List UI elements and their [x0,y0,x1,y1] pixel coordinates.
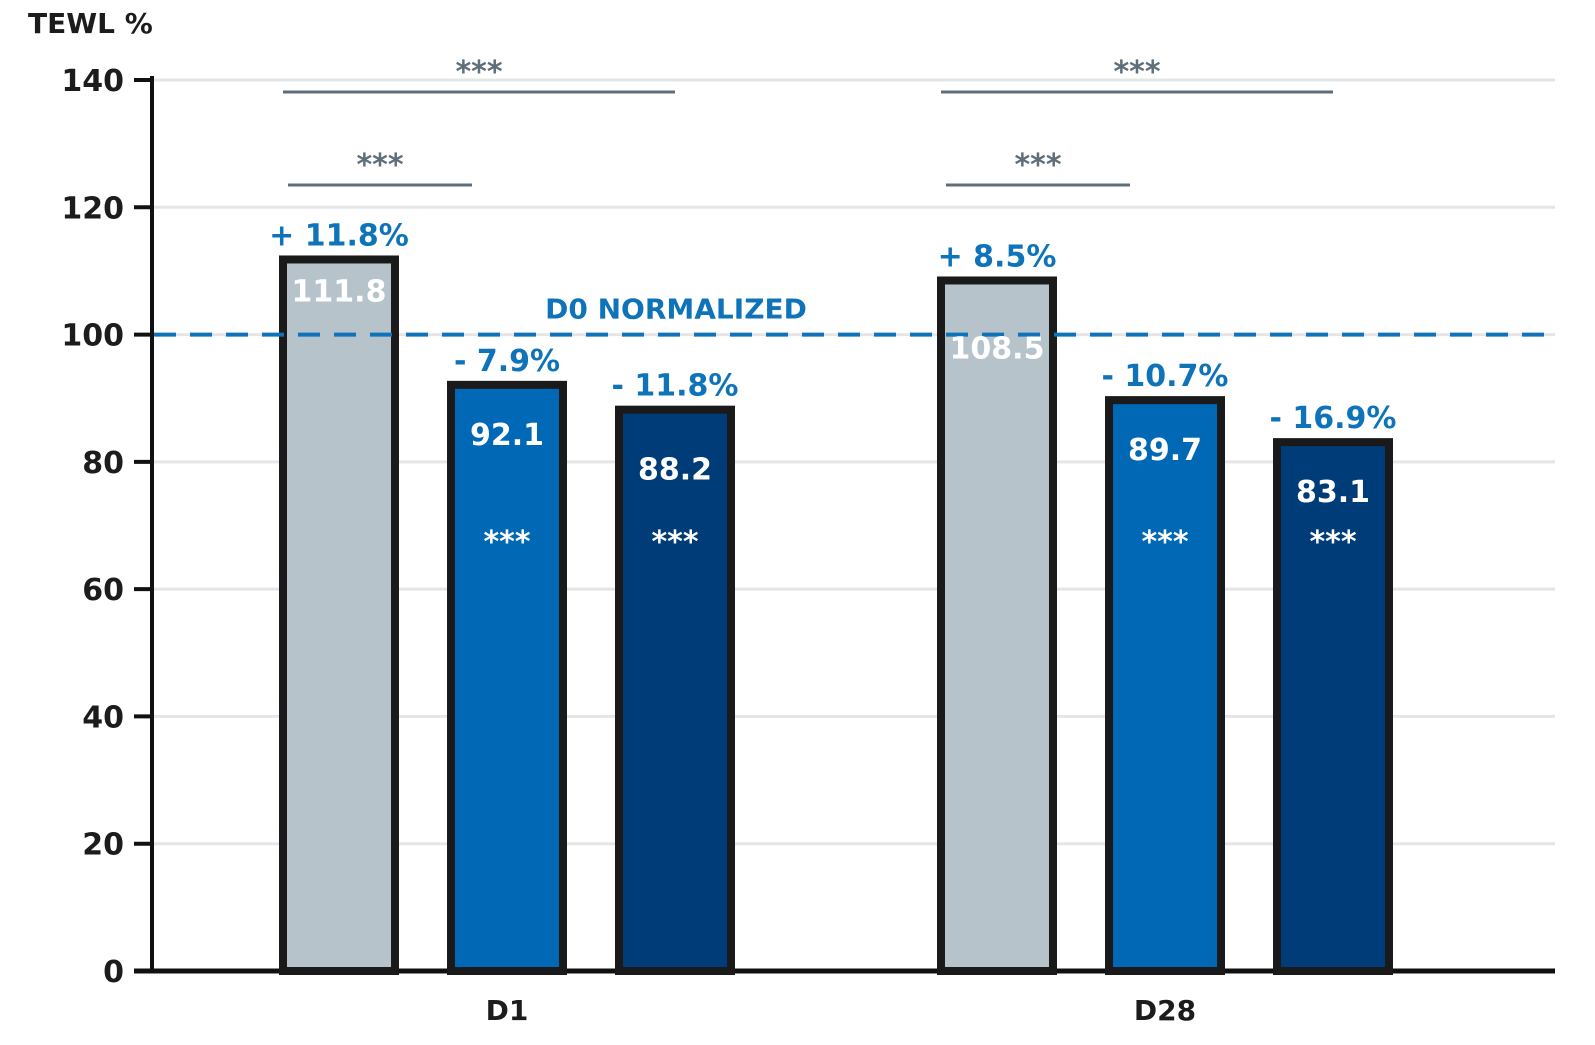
significance-bracket-label: *** [1113,55,1160,90]
y-tick-label: 100 [61,319,124,354]
bar-labels: + 11.8% 111.8 + 8.5% 108.5 - 7.9% 92.1 *** - 10… [269,218,1396,560]
bar-value-label: 111.8 [292,274,387,309]
bar [1105,396,1225,975]
bar [1273,438,1393,975]
bar [279,255,399,976]
bar-change-label: + 11.8% [269,218,409,253]
bar-value-label: 83.1 [1296,475,1370,510]
significance-bracket-label: *** [356,148,403,183]
y-tick-label: 120 [61,191,124,226]
y-tick-label: 60 [82,573,124,608]
bar-value-label: 88.2 [638,453,712,488]
significance-brackets: *** *** *** *** [283,55,1333,187]
bar-significance-label: *** [1141,525,1188,560]
bar-change-label: - 10.7% [1102,359,1229,394]
y-axis-title: TEWL % [28,7,153,40]
x-category-label: D1 [486,994,529,1027]
x-category-label: D28 [1134,994,1196,1027]
bar-change-label: + 8.5% [938,239,1057,274]
bar [615,405,735,976]
bar-change-label: - 11.8% [612,369,739,404]
reference-line-label: D0 NORMALIZED [545,293,807,326]
significance-bracket-label: *** [1014,148,1061,183]
y-tick-label: 80 [82,446,124,481]
bar-significance-label: *** [651,525,698,560]
bars [279,255,1393,976]
significance-bracket-label: *** [455,55,502,90]
y-tick-label: 0 [103,955,124,990]
bar-value-label: 89.7 [1128,433,1202,468]
bar-value-label: 108.5 [950,331,1045,366]
bar [937,276,1057,976]
bar-change-label: - 7.9% [454,344,560,379]
reference-line-group: D0 NORMALIZED [154,293,1555,337]
bar-significance-label: *** [483,525,530,560]
bar-significance-label: *** [1309,525,1356,560]
y-tick-label: 40 [82,700,124,735]
bar [447,380,567,975]
y-tick-label: 20 [82,828,124,863]
bar-change-label: - 16.9% [1270,401,1397,436]
y-tick-label: 140 [61,64,124,99]
bar-value-label: 92.1 [470,418,544,453]
